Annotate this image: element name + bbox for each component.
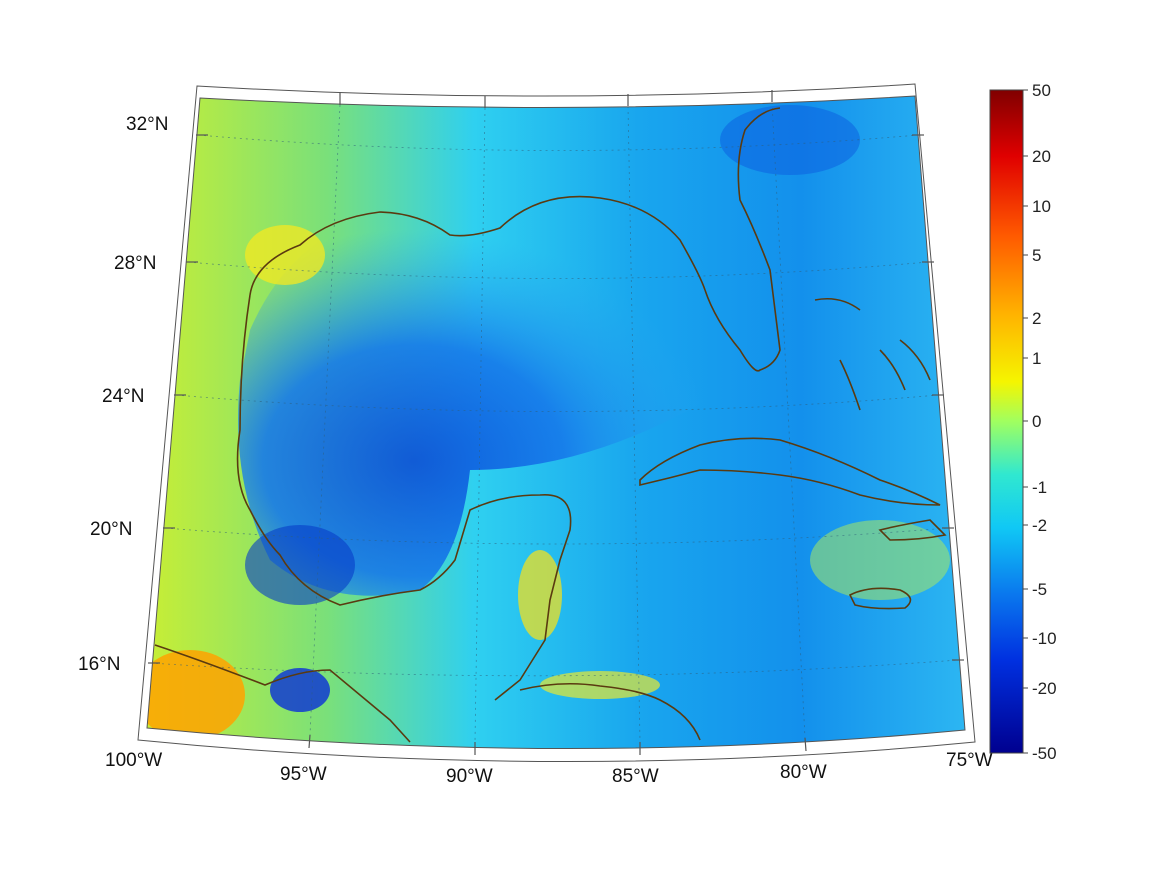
coast-pacific [154, 644, 411, 743]
frame-ticks [148, 90, 964, 755]
warm-anomaly-yucatan [518, 550, 562, 640]
lon-label-85w: 85°W [612, 766, 659, 787]
lat-label-24n: 24°N [102, 386, 144, 407]
lon-label-80w: 80°W [780, 762, 827, 783]
colorbar-label: -10 [1032, 629, 1057, 648]
colorbar-label: 10 [1032, 197, 1051, 216]
coast-florida [704, 107, 781, 372]
coast-gulf-west [249, 195, 706, 296]
colorbar-label: 1 [1032, 349, 1041, 368]
lat-label-16n: 16°N [78, 654, 120, 675]
colorbar-label: -20 [1032, 679, 1057, 698]
colorbar-label: -2 [1032, 516, 1047, 535]
coastlines [154, 107, 947, 743]
warm-anomaly-pacific [147, 650, 245, 740]
warm-anomaly-caribbean-south [540, 671, 660, 699]
graticule [149, 101, 959, 743]
lat-label-20n: 20°N [90, 519, 132, 540]
lat-label-28n: 28°N [114, 253, 156, 274]
map-frame-outer [137, 83, 976, 763]
colorbar-label: 20 [1032, 147, 1051, 166]
colorbar-label: -50 [1032, 744, 1057, 763]
colorbar-ticks [1023, 89, 1028, 754]
lon-label-75w: 75°W [946, 750, 993, 771]
warm-anomaly-east-caribbean [810, 520, 950, 600]
longitude-labels: 100°W 95°W 90°W 85°W 80°W 75°W [105, 750, 993, 787]
cold-anomaly-atlantic [720, 105, 860, 175]
coast-jamaica [848, 587, 912, 610]
cold-anomaly-pacific [270, 668, 330, 712]
coast-mexico-east [236, 294, 572, 701]
colorbar-label: -5 [1032, 580, 1047, 599]
colorbar-label: 2 [1032, 309, 1041, 328]
map-frame-inner [146, 95, 966, 750]
latitude-labels: 16°N 20°N 24°N 28°N 32°N [78, 114, 168, 675]
colorbar-gradient [989, 89, 1024, 754]
coast-cuba [639, 437, 941, 506]
coast-central-america [519, 682, 701, 741]
lon-label-95w: 95°W [280, 764, 327, 785]
lon-label-90w: 90°W [446, 766, 493, 787]
colorbar-label: 0 [1032, 412, 1041, 431]
coast-hispaniola [878, 519, 947, 541]
coast-bahamas [814, 297, 931, 411]
cold-anomaly-bay-campeche [245, 525, 355, 605]
lat-label-32n: 32°N [126, 114, 168, 135]
colorbar: 50 20 10 5 2 1 0 -1 -2 -5 -10 -20 -50 [989, 81, 1057, 763]
colorbar-label: 50 [1032, 81, 1051, 100]
colorbar-label: -1 [1032, 478, 1047, 497]
lon-label-100w: 100°W [105, 750, 162, 771]
map-panel [147, 96, 965, 749]
colorbar-label: 5 [1032, 246, 1041, 265]
gulf-anomaly-field [238, 210, 740, 596]
